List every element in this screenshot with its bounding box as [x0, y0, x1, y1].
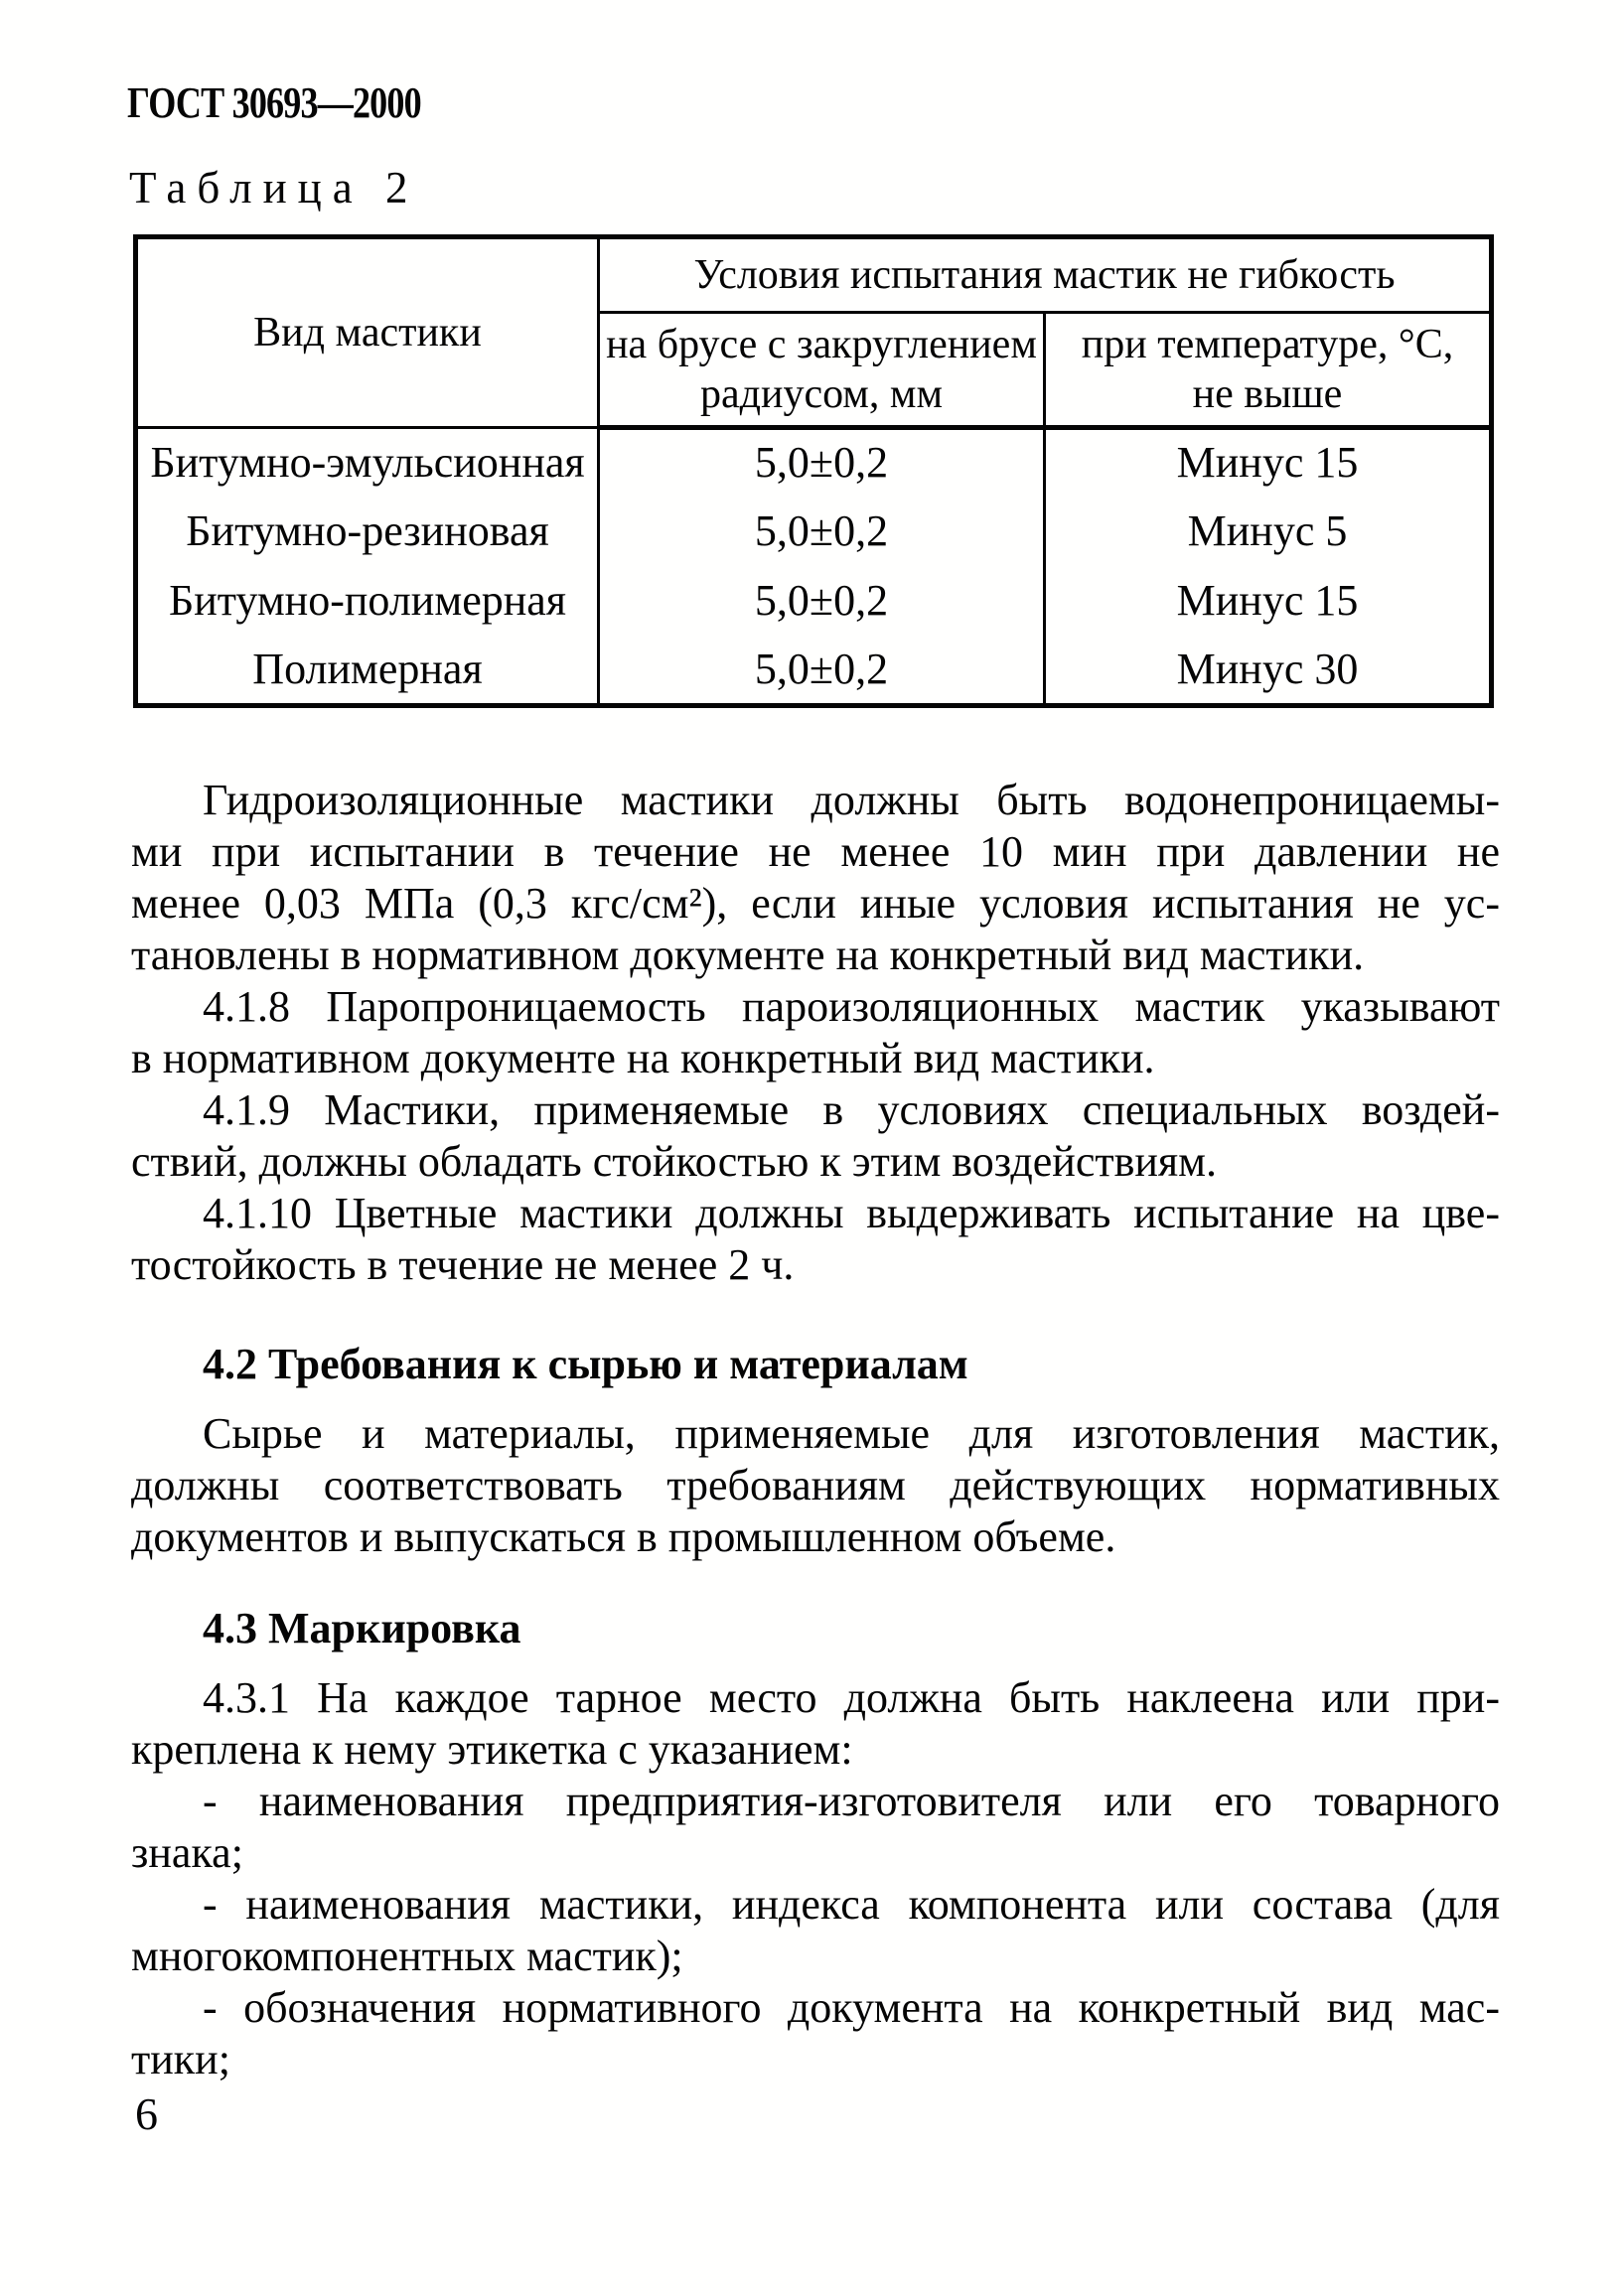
table-row: Битумно-резиновая 5,0±0,2 Минус 5	[134, 497, 1494, 567]
flexibility-conditions-table: Вид мастики Условия испытания мастик не …	[133, 234, 1495, 708]
paragraph-4-1-10: 4.1.10 Цветные мастики должны выдерживат…	[131, 1188, 1500, 1291]
text-line: многокомпонентных мастик);	[131, 1932, 683, 1980]
table-row: Битумно-полимерная 5,0±0,2 Минус 15	[134, 566, 1494, 637]
text-line: 4.1.9 Мастики, применяемые в условиях сп…	[203, 1085, 1500, 1134]
table-body: Вид мастики Условия испытания мастик не …	[134, 235, 1494, 708]
text-line: 4.1.8 Паропроницаемость пароизоляционных…	[203, 982, 1500, 1031]
text-line: тановлены в нормативном документе на кон…	[131, 931, 1365, 979]
section-heading-4-2: 4.2 Требования к сырью и материалам	[131, 1339, 1500, 1390]
text-line: - наименования предприятия-изготовителя …	[203, 1777, 1500, 1825]
radius-value-cell: 5,0±0,2	[597, 636, 1046, 708]
radius-value-cell: 5,0±0,2	[597, 566, 1046, 637]
paragraph-label-item-name: - наименования мастики, индекса компонен…	[131, 1879, 1500, 1982]
doc-reference: ГОСТ 30693—2000	[127, 78, 422, 127]
radius-value-cell: 5,0±0,2	[597, 427, 1046, 498]
text-line: тостойкость в течение не менее 2 ч.	[131, 1240, 795, 1289]
mastic-type-cell: Битумно-полимерная	[134, 566, 600, 637]
text-line: тики;	[131, 2035, 230, 2083]
text-line: ствий, должны обладать стойкостью к этим…	[131, 1137, 1217, 1186]
heading-line: 4.2 Требования к сырью и материалам	[203, 1340, 968, 1388]
temperature-value-cell: Минус 30	[1042, 636, 1494, 708]
paragraph-label-item-document: - обозначения нормативного документа на …	[131, 1982, 1500, 2085]
text-line: ми при испытании в течение не менее 10 м…	[131, 827, 1500, 876]
text-line: креплена к нему этикетка с указанием:	[131, 1725, 853, 1774]
text-line: - обозначения нормативного документа на …	[203, 1983, 1500, 2032]
text-line: 4.3.1 На каждое тарное место должна быть…	[203, 1673, 1500, 1722]
table-row: Полимерная 5,0±0,2 Минус 30	[134, 636, 1494, 708]
table-header-conditions: Условия испытания мастик не гибкость	[596, 235, 1494, 314]
table-header-row-span: Вид мастики Условия испытания мастик не …	[134, 235, 1494, 429]
temperature-value-cell: Минус 15	[1042, 566, 1494, 637]
page-number: 6	[135, 2088, 158, 2139]
text-line: Гидроизоляционные мастики должны быть во…	[203, 776, 1500, 824]
mastic-type-cell: Полимерная	[134, 636, 600, 708]
section-heading-4-3: 4.3 Маркировка	[131, 1603, 1500, 1654]
paragraph-4-1-8: 4.1.8 Паропроницаемость пароизоляционных…	[131, 981, 1500, 1084]
paragraph-4-1-9: 4.1.9 Мастики, применяемые в условиях сп…	[131, 1084, 1500, 1188]
table-header-radius: на брусе с закруглением радиусом, мм	[597, 311, 1046, 430]
paragraph-label-item-manufacturer: - наименования предприятия-изготовителя …	[131, 1776, 1500, 1879]
body-text: Гидроизоляционные мастики должны быть во…	[131, 775, 1500, 2085]
table-header-row-sub: на брусе с закруглением радиусом, мм при…	[136, 311, 1494, 430]
text-line: 4.1.10 Цветные мастики должны выдерживат…	[203, 1189, 1500, 1237]
text-line: в нормативном документе на конкретный ви…	[131, 1034, 1155, 1082]
table-row: Битумно-эмульсионная 5,0±0,2 Минус 15	[134, 427, 1494, 498]
table-header-mastic-type: Вид мастики	[134, 235, 600, 429]
mastic-type-cell: Битумно-эмульсионная	[134, 427, 600, 498]
table-caption: Таблица 2	[129, 163, 419, 213]
mastic-type-cell: Битумно-резиновая	[134, 497, 600, 567]
temperature-value-cell: Минус 5	[1042, 497, 1494, 567]
paragraph-waterproofing: Гидроизоляционные мастики должны быть во…	[131, 775, 1500, 981]
paragraph-4-3-1: 4.3.1 На каждое тарное место должна быть…	[131, 1672, 1500, 1776]
radius-value-cell: 5,0±0,2	[597, 497, 1046, 567]
text-line: знака;	[131, 1828, 243, 1877]
paragraph-raw-materials: Сырье и материалы, применяемые для изгот…	[131, 1408, 1500, 1563]
heading-line: 4.3 Маркировка	[203, 1604, 521, 1652]
text-line: должны соответствовать требованиям дейст…	[131, 1461, 1500, 1509]
text-line: менее 0,03 МПа (0,3 кгс/см²), если иные …	[131, 879, 1500, 928]
text-line: документов и выпускаться в промышленном …	[131, 1512, 1116, 1561]
temperature-value-cell: Минус 15	[1042, 427, 1494, 498]
table-header-temperature: при температуре, °С, не выше	[1042, 311, 1494, 430]
text-line: - наименования мастики, индекса компонен…	[203, 1880, 1500, 1929]
text-line: Сырье и материалы, применяемые для изгот…	[203, 1409, 1500, 1458]
